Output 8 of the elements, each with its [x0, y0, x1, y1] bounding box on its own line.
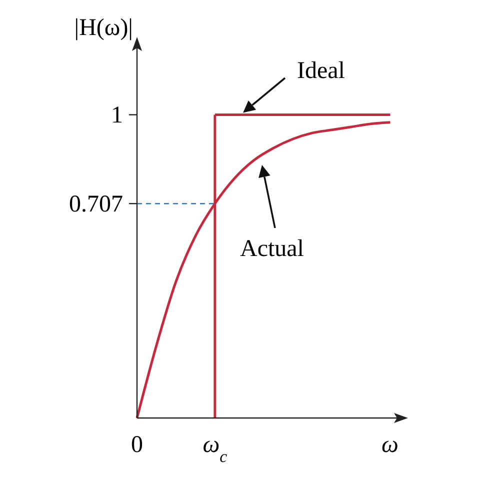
y-axis-title: |H(ω)| [74, 15, 133, 41]
x-tick-label: 0 [131, 432, 143, 458]
annotation: Actual [240, 236, 304, 262]
x-axis-title: ω [382, 432, 398, 458]
y-tick-label: 1 [111, 102, 123, 129]
x-tick-label: ω$_{c}$ [202, 432, 228, 466]
y-tick-label: 0.707 [69, 192, 123, 218]
annotation: Ideal [297, 58, 346, 84]
